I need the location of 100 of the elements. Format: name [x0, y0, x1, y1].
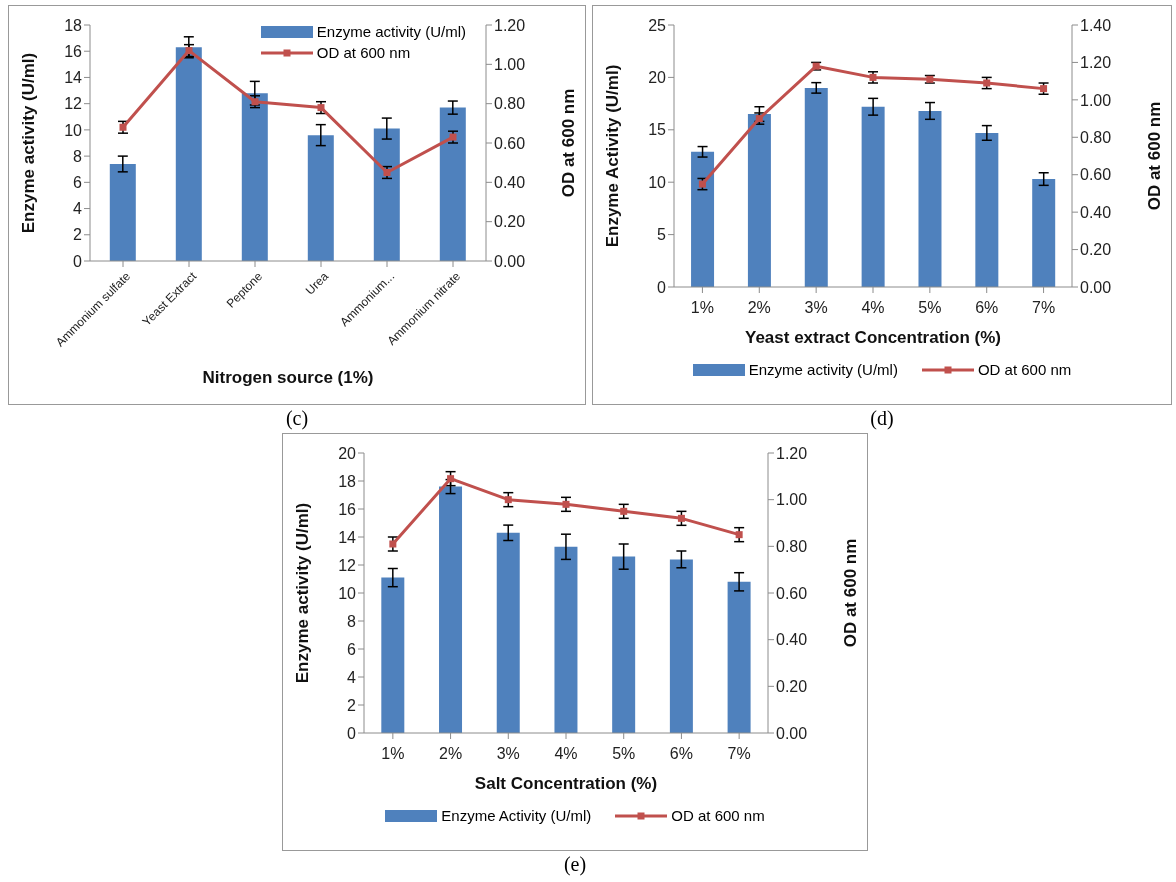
y-tick-label: 18 [338, 472, 357, 490]
legend-label: Enzyme activity (U/ml) [748, 361, 898, 378]
bar [381, 577, 405, 733]
x-tick-label: 3% [804, 299, 828, 316]
y2-tick-label: 0.20 [494, 213, 526, 231]
x-tick-label: 6% [975, 299, 999, 316]
bar [747, 114, 771, 287]
y2-tick-label: 1.20 [776, 444, 808, 462]
bar [669, 559, 693, 733]
x-tick-label: 4% [554, 745, 578, 762]
text: (e) [562, 852, 588, 876]
point [504, 496, 512, 504]
point [389, 540, 397, 548]
point [735, 531, 743, 539]
bar [496, 532, 520, 733]
x-tick-label: 1% [381, 745, 405, 762]
point [185, 47, 193, 55]
point [383, 169, 391, 176]
y-tick-label: 16 [338, 500, 357, 518]
y2-tick-label: 0.00 [776, 724, 808, 742]
x-axis-title: Salt Concentration (%) [474, 774, 658, 793]
point [620, 507, 628, 515]
legend-label: OD at 600 nm [316, 44, 411, 61]
legend-label: Enzyme Activity (U/ml) [441, 807, 592, 824]
legend-label: OD at 600 nm [671, 807, 765, 824]
x-tick-label: 3% [496, 745, 520, 762]
y-tick-label: 20 [338, 444, 357, 462]
y-tick-label: 20 [648, 69, 667, 87]
y-tick-label: 4 [73, 200, 83, 218]
y2-tick-label: 0.60 [1080, 166, 1112, 184]
y-tick-label: 10 [648, 173, 667, 191]
y2-tick-label: 0.20 [776, 678, 808, 696]
y2-axis-title: OD at 600 nm [559, 88, 579, 198]
point [562, 500, 570, 508]
bar [109, 163, 136, 261]
x-tick-label: 7% [1032, 299, 1056, 316]
y2-tick-label: 1.00 [1080, 91, 1112, 109]
bar [918, 110, 942, 287]
y-tick-label: 5 [657, 226, 667, 244]
y-axis-title: Enzyme activity (U/ml) [293, 502, 313, 684]
bar [804, 87, 828, 287]
y-tick-label: 4 [347, 668, 357, 686]
y2-tick-label: 1.40 [1080, 16, 1112, 34]
x-tick-label: 2% [439, 745, 463, 762]
bar [691, 151, 715, 287]
y2-tick-label: 0.40 [776, 631, 808, 649]
y2-tick-label: 0.80 [1080, 128, 1112, 146]
y-tick-label: 2 [347, 696, 357, 714]
y2-tick-label: 1.20 [1080, 54, 1112, 72]
y-axis-title: Enzyme activity (U/ml) [19, 52, 39, 234]
x-axis-title: Nitrogen source (1%) [202, 368, 374, 387]
y2-tick-label: 0.60 [494, 134, 526, 152]
y2-tick-label: 0.20 [1080, 241, 1112, 259]
y-tick-label: 0 [657, 278, 667, 296]
point [317, 104, 325, 112]
y-tick-label: 0 [73, 252, 83, 270]
x-tick-label: 7% [727, 745, 751, 762]
bar [175, 47, 202, 261]
y-tick-label: 18 [64, 16, 83, 34]
y-tick-label: 25 [648, 16, 667, 34]
y-tick-label: 15 [648, 121, 667, 139]
y-tick-label: 8 [347, 612, 357, 630]
y-tick-label: 6 [73, 174, 83, 192]
y-tick-label: 10 [338, 584, 357, 602]
y2-tick-label: 1.00 [776, 491, 808, 509]
x-tick-label: 5% [918, 299, 942, 316]
y-tick-label: 12 [338, 556, 357, 574]
y-tick-label: 2 [73, 226, 83, 244]
y-tick-label: 0 [347, 724, 357, 742]
text: (c) [284, 406, 310, 430]
bar [307, 135, 334, 261]
y2-tick-label: 0.40 [1080, 203, 1112, 221]
y-tick-label: 10 [64, 121, 83, 139]
bar [373, 128, 400, 261]
bar [861, 106, 885, 287]
x-tick-label: Urea [302, 269, 332, 298]
bar [439, 486, 463, 733]
y2-tick-label: 0.80 [776, 538, 808, 556]
y2-tick-label: 0.60 [776, 584, 808, 602]
y-tick-label: 14 [64, 69, 83, 87]
point [677, 514, 685, 522]
x-tick-label: 4% [861, 299, 885, 316]
y2-axis-title: OD at 600 nm [841, 538, 861, 648]
bar [439, 107, 466, 261]
x-tick-label: 2% [747, 299, 771, 316]
x-tick-label: 1% [690, 299, 714, 316]
y2-tick-label: 0.40 [494, 174, 526, 192]
x-tick-label: 5% [612, 745, 636, 762]
y-tick-label: 12 [64, 95, 83, 113]
x-axis-title: Yeast extract Concentration (%) [744, 328, 1002, 347]
bar [612, 556, 636, 733]
legend-label: OD at 600 nm [977, 361, 1072, 378]
y-tick-label: 6 [347, 640, 357, 658]
bar [554, 546, 578, 733]
y2-tick-label: 0.80 [494, 95, 526, 113]
y-tick-label: 14 [338, 528, 357, 546]
y2-axis-title: OD at 600 nm [1145, 101, 1165, 211]
bar [1032, 179, 1056, 287]
y-axis-title: Enzyme Activity (U/ml) [603, 64, 623, 248]
bar [975, 132, 999, 287]
